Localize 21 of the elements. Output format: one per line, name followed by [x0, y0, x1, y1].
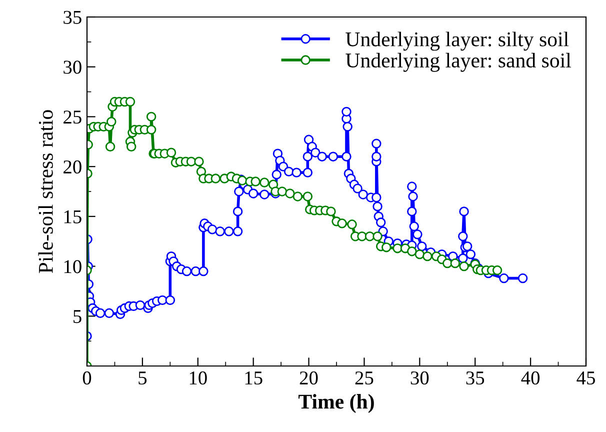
x-tick-label: 5 [138, 372, 147, 385]
x-tick-label: 30 [410, 371, 429, 385]
y-tick-label: 10 [64, 260, 82, 274]
x-axis-title: Time (h) [298, 394, 374, 413]
y-tick-label: 15 [64, 210, 82, 224]
y-tick-label: 5 [74, 310, 82, 324]
x-tick-label: 0 [82, 371, 92, 385]
x-tick-label: 20 [300, 371, 318, 385]
y-tick-label: 35 [64, 10, 82, 24]
x-tick-label: 45 [576, 372, 595, 385]
legend-label: Underlying layer: silty soil [346, 32, 569, 51]
x-tick-label: 40 [521, 371, 540, 385]
legend-label: Underlying layer: sand soil [346, 52, 571, 72]
y-tick-label: 20 [64, 160, 82, 174]
x-tick-label: 15 [245, 372, 262, 385]
y-tick-label: 25 [64, 110, 82, 124]
y-axis-title: Pile-soil stress ratio [38, 110, 53, 274]
x-tick-label: 25 [355, 371, 374, 385]
x-tick-label: 10 [190, 371, 207, 385]
x-tick-label: 35 [466, 371, 484, 385]
y-tick-label: 30 [64, 60, 82, 74]
